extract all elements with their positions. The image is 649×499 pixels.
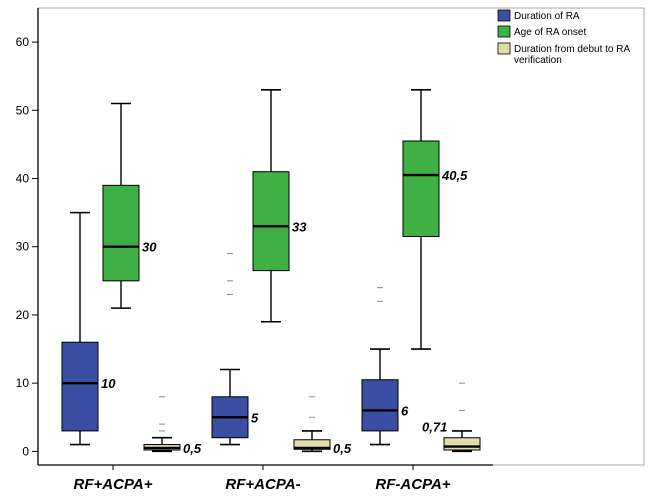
legend-label: Duration from debut to RA verification xyxy=(514,44,630,66)
box-1-1: 33 xyxy=(252,89,307,323)
median-label: 40,5 xyxy=(441,168,468,183)
box-iqr xyxy=(102,184,140,282)
box-2-1: 0,5 xyxy=(293,396,352,456)
box-2-2: 0,71 xyxy=(422,382,481,453)
median-label: 0,5 xyxy=(333,441,352,456)
legend-swatch xyxy=(497,9,511,22)
box-1-2: 40,5 xyxy=(402,89,468,350)
box-iqr xyxy=(402,140,440,237)
box-0-0: 10 xyxy=(61,211,116,446)
box-iqr xyxy=(252,171,290,272)
box-iqr xyxy=(443,437,481,451)
x-tick-label: RF+ACPA+ xyxy=(74,476,153,493)
x-tick-label: RF-ACPA+ xyxy=(375,476,450,493)
legend-swatch xyxy=(497,42,511,55)
box-0-2: 6 xyxy=(361,287,409,446)
y-axis-ticks: 0 10 20 30 40 50 60 xyxy=(16,35,38,458)
box-iqr xyxy=(61,341,99,432)
box-2-0: 0,5 xyxy=(143,396,202,456)
y-tick-label: 0 xyxy=(22,444,29,458)
y-tick-label: 10 xyxy=(16,376,30,390)
x-tick-label: RF+ACPA- xyxy=(225,476,300,493)
median-label: 30 xyxy=(142,240,157,255)
legend-label: Age of RA onset xyxy=(514,27,586,38)
y-tick-label: 20 xyxy=(16,308,30,322)
y-tick-label: 50 xyxy=(16,103,30,117)
legend: Duration of RA Age of RA onset Duration fr… xyxy=(497,9,630,66)
median-label: 10 xyxy=(101,376,116,391)
box-1-0: 30 xyxy=(102,102,157,309)
y-tick-label: 60 xyxy=(16,35,30,49)
box-0-1: 5 xyxy=(211,253,259,446)
median-label: 0,5 xyxy=(183,441,202,456)
box-iqr xyxy=(293,439,331,450)
boxes: 10 5 6 30 33 40,5 0,5 0,5 0,71 xyxy=(61,89,481,456)
median-label: 33 xyxy=(292,219,307,234)
median-label: 5 xyxy=(251,410,259,425)
legend-label: Duration of RA xyxy=(514,11,580,22)
median-label: 6 xyxy=(401,403,409,418)
y-tick-label: 30 xyxy=(16,240,30,254)
box-iqr xyxy=(361,379,399,432)
x-axis-labels: RF+ACPA+ RF+ACPA- RF-ACPA+ xyxy=(74,465,451,493)
median-label: 0,71 xyxy=(422,420,447,435)
legend-swatch xyxy=(497,25,511,38)
y-tick-label: 40 xyxy=(16,172,30,186)
